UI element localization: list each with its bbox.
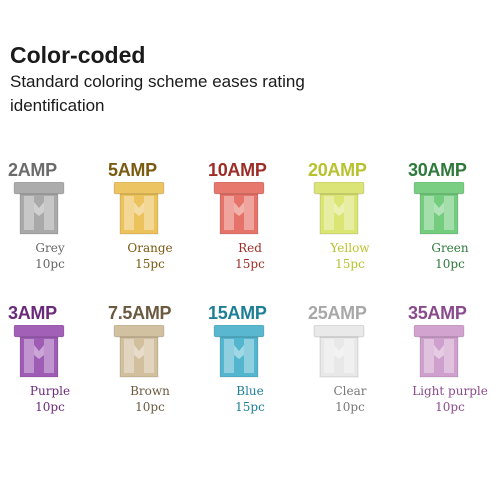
- fuse-amp-label: 20AMP: [308, 160, 367, 180]
- headline: Color-coded: [10, 42, 146, 68]
- fuse-color-name: Purple: [29, 384, 71, 398]
- blade-fuse-icon: [13, 325, 65, 378]
- fuse-color-name: Orange: [127, 241, 173, 255]
- fuse-quantity: 15pc: [135, 257, 165, 271]
- fuse-card: 5AMP Orange 15pc: [100, 158, 200, 301]
- blade-fuse-icon: [413, 325, 465, 378]
- fuse-quantity: 15pc: [335, 257, 365, 271]
- subtitle: Standard coloring scheme eases rating id…: [10, 72, 305, 115]
- fuse-quantity: 10pc: [335, 400, 365, 414]
- fuse-card: 30AMP Green 10pc: [400, 158, 500, 301]
- fuse-card: 3AMP Purple 10pc: [0, 301, 100, 444]
- fuse-quantity: 10pc: [35, 400, 65, 414]
- fuse-amp-label: 2AMP: [8, 160, 57, 180]
- fuse-amp-label: 35AMP: [408, 303, 467, 323]
- fuse-color-name: Grey: [35, 241, 65, 255]
- fuse-quantity: 15pc: [235, 257, 265, 271]
- blade-fuse-icon: [113, 182, 165, 235]
- fuse-color-name: Green: [431, 241, 469, 255]
- fuse-color-name: Red: [238, 241, 262, 255]
- fuse-quantity: 10pc: [435, 400, 465, 414]
- fuse-color-name: Light purple: [412, 384, 488, 398]
- blade-fuse-icon: [413, 182, 465, 235]
- fuse-color-name: Clear: [333, 384, 367, 398]
- fuse-color-name: Brown: [130, 384, 170, 398]
- fuse-card: 2AMP Grey 10pc: [0, 158, 100, 301]
- fuse-amp-label: 25AMP: [308, 303, 367, 323]
- blade-fuse-icon: [213, 325, 265, 378]
- blade-fuse-icon: [213, 182, 265, 235]
- fuse-amp-label: 5AMP: [108, 160, 157, 180]
- fuse-card: 7.5AMP Brown 10pc: [100, 301, 200, 444]
- fuse-color-name: Blue: [236, 384, 264, 398]
- blade-fuse-icon: [313, 182, 365, 235]
- fuse-color-name: Yellow: [330, 241, 370, 255]
- fuse-amp-label: 7.5AMP: [108, 303, 172, 323]
- fuse-amp-label: 3AMP: [8, 303, 57, 323]
- fuse-quantity: 15pc: [235, 400, 265, 414]
- fuse-row-bottom: 3AMP Purple 10pc 7.5AMP Brown 10pc 15AMP Blue 15…: [0, 301, 500, 444]
- blade-fuse-icon: [113, 325, 165, 378]
- fuse-card: 10AMP Red 15pc: [200, 158, 300, 301]
- fuse-card: 15AMP Blue 15pc: [200, 301, 300, 444]
- fuse-quantity: 10pc: [435, 257, 465, 271]
- fuse-grid: 2AMP Grey 10pc 5AMP Orange 15pc 10AMP Red 15pc 20…: [0, 158, 500, 444]
- blade-fuse-icon: [313, 325, 365, 378]
- fuse-quantity: 10pc: [35, 257, 65, 271]
- fuse-row-top: 2AMP Grey 10pc 5AMP Orange 15pc 10AMP Red 15pc 20…: [0, 158, 500, 301]
- fuse-amp-label: 10AMP: [208, 160, 267, 180]
- fuse-card: 35AMP Light purple 10pc: [400, 301, 500, 444]
- fuse-amp-label: 30AMP: [408, 160, 467, 180]
- fuse-card: 25AMP Clear 10pc: [300, 301, 400, 444]
- fuse-card: 20AMP Yellow 15pc: [300, 158, 400, 301]
- fuse-quantity: 10pc: [135, 400, 165, 414]
- fuse-amp-label: 15AMP: [208, 303, 267, 323]
- blade-fuse-icon: [13, 182, 65, 235]
